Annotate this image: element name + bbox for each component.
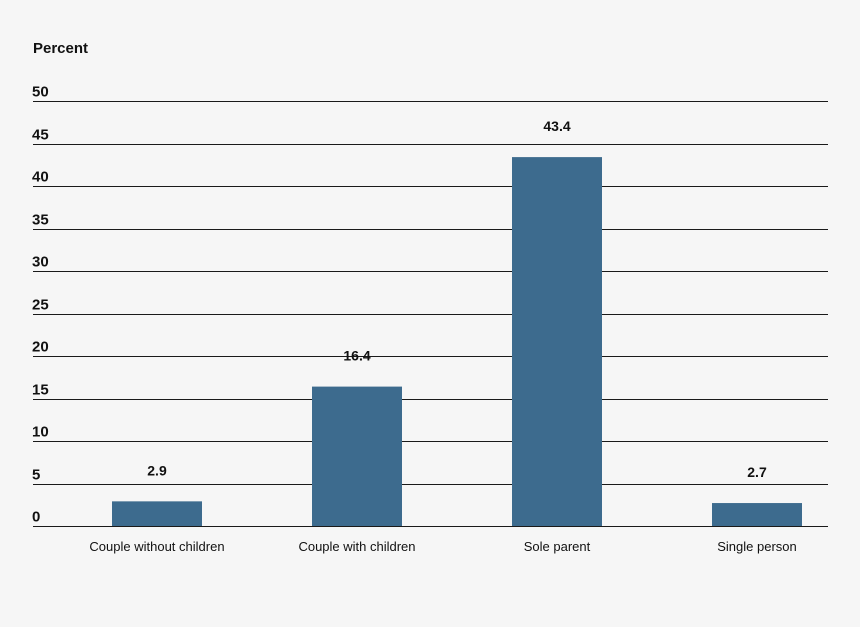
x-axis-ticks: Couple without children Couple with child… xyxy=(89,539,796,554)
y-tick-label-35: 35 xyxy=(32,212,49,229)
y-tick-label-10: 10 xyxy=(32,424,49,441)
x-tick-label-3: Single person xyxy=(717,539,797,554)
bar-2 xyxy=(512,157,602,526)
x-tick-label-1: Couple with children xyxy=(298,539,415,554)
y-tick-label-5: 5 xyxy=(32,467,40,484)
y-axis-label: Percent xyxy=(33,40,88,57)
y-tick-label-50: 50 xyxy=(32,84,49,101)
y-tick-label-40: 40 xyxy=(32,169,49,186)
value-labels: 2.9 16.4 43.4 2.7 xyxy=(147,118,767,480)
bars xyxy=(112,157,802,526)
gridlines xyxy=(33,101,828,527)
y-tick-label-30: 30 xyxy=(32,254,49,271)
y-tick-label-25: 25 xyxy=(32,297,49,314)
y-axis-ticks: 0 5 10 15 20 25 30 35 40 45 50 xyxy=(32,84,49,526)
value-label-2: 43.4 xyxy=(543,118,570,134)
x-tick-label-2: Sole parent xyxy=(524,539,591,554)
x-tick-label-0: Couple without children xyxy=(89,539,224,554)
value-label-1: 16.4 xyxy=(343,348,370,364)
value-label-0: 2.9 xyxy=(147,462,167,478)
y-tick-label-45: 45 xyxy=(32,127,49,144)
value-label-3: 2.7 xyxy=(747,464,767,480)
y-tick-label-0: 0 xyxy=(32,509,40,526)
bar-0 xyxy=(112,501,202,526)
bar-1 xyxy=(312,386,402,526)
y-tick-label-20: 20 xyxy=(32,339,49,356)
bar-3 xyxy=(712,503,802,526)
y-tick-label-15: 15 xyxy=(32,382,49,399)
